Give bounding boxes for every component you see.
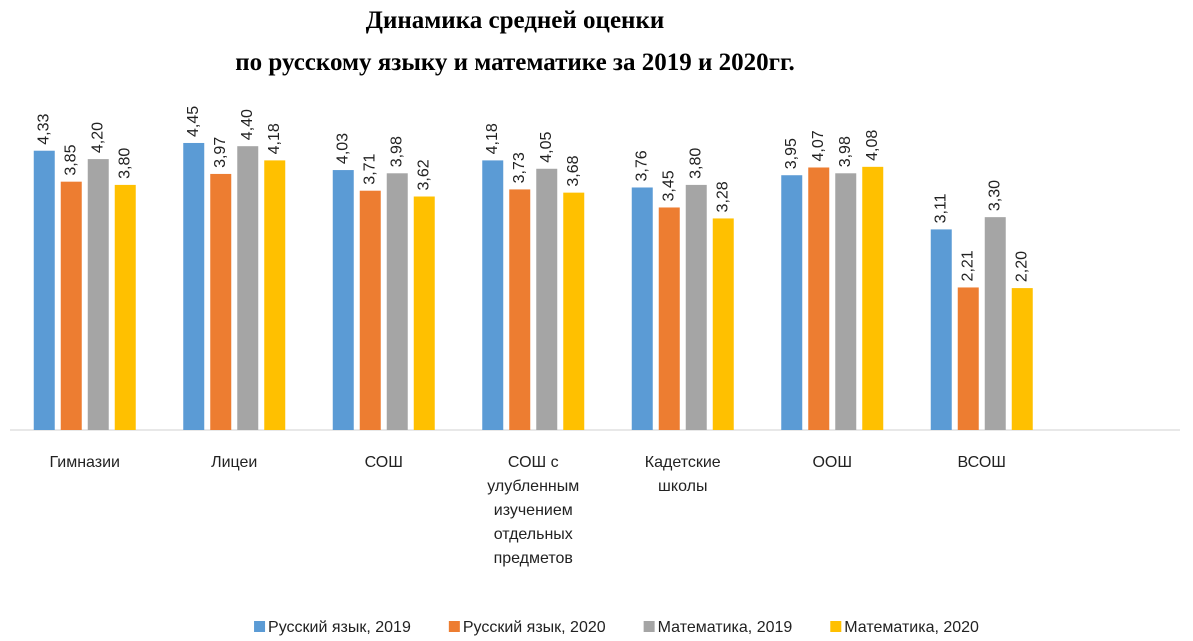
data-label: 3,76	[633, 150, 650, 181]
data-label: 3,11	[932, 193, 949, 223]
bar	[386, 173, 408, 431]
bar	[482, 160, 504, 430]
data-label: 2,20	[1013, 251, 1030, 282]
data-label: 3,80	[116, 148, 133, 179]
data-label: 4,20	[89, 122, 106, 153]
x-tick-label: СОШ с улубленным изучением отдельных предмет…	[487, 454, 579, 567]
data-label: 3,71	[361, 153, 378, 184]
bar	[658, 207, 680, 430]
legend-swatch	[448, 621, 460, 632]
bar	[359, 190, 381, 430]
bar	[862, 166, 884, 430]
data-label: 4,18	[266, 123, 283, 154]
bar	[712, 218, 734, 430]
data-label: 4,03	[334, 133, 351, 164]
data-label: 4,40	[239, 109, 256, 140]
bar	[808, 167, 830, 431]
x-tick-label: ВСОШ	[958, 454, 1006, 471]
bar	[631, 187, 653, 430]
bar	[413, 196, 435, 430]
data-label: 3,97	[212, 137, 229, 168]
x-tick-label: Гимназии	[50, 454, 120, 471]
data-label: 3,28	[714, 181, 731, 212]
bar	[957, 287, 979, 430]
chart-title: по русскому языку и математике за 2019 и…	[235, 49, 795, 76]
bar	[984, 217, 1006, 430]
data-label: 2,21	[959, 250, 976, 281]
bar	[114, 184, 136, 430]
bar	[332, 170, 354, 430]
bar	[60, 181, 82, 430]
bar	[264, 160, 286, 430]
bar	[563, 192, 585, 430]
x-tick-label: СОШ	[365, 454, 403, 471]
data-label: 3,68	[565, 155, 582, 186]
bar	[87, 159, 109, 430]
legend-label: Русский язык, 2020	[463, 619, 606, 636]
bar	[930, 229, 952, 430]
data-label: 4,18	[484, 123, 501, 154]
legend-label: Математика, 2020	[844, 619, 979, 636]
bar	[33, 150, 55, 430]
data-label: 3,98	[837, 136, 854, 167]
bar	[536, 168, 558, 430]
legend-swatch	[830, 621, 842, 632]
bar	[1011, 288, 1033, 430]
data-label: 4,45	[185, 106, 202, 137]
data-label: 4,07	[810, 130, 827, 161]
bar	[685, 184, 707, 430]
chart-title: Динамика средней оценки	[366, 7, 665, 34]
data-label: 4,33	[35, 113, 52, 144]
legend-label: Математика, 2019	[658, 619, 793, 636]
data-label: 3,30	[986, 180, 1003, 211]
legend-swatch	[643, 621, 655, 632]
x-tick-label: Лицеи	[211, 454, 257, 471]
bar	[835, 173, 857, 431]
bar	[183, 142, 205, 430]
data-label: 3,98	[388, 136, 405, 167]
legend-label: Русский язык, 2019	[268, 619, 411, 636]
data-label: 4,08	[864, 130, 881, 161]
data-label: 3,80	[687, 148, 704, 179]
x-tick-label: Кадетские школы	[645, 454, 721, 495]
bar	[509, 189, 531, 430]
legend: Русский язык, 2019 Русский язык, 2020 Мате…	[254, 619, 979, 636]
bar	[237, 146, 259, 430]
bar	[210, 173, 232, 430]
data-label: 4,05	[538, 132, 555, 163]
x-tick-label: ООШ	[812, 454, 852, 471]
legend-swatch	[254, 621, 266, 632]
data-label: 3,95	[783, 138, 800, 169]
data-label: 3,45	[660, 170, 677, 201]
bar	[781, 175, 803, 430]
data-label: 3,85	[62, 144, 79, 175]
data-label: 3,62	[415, 159, 432, 190]
data-label: 3,73	[511, 152, 528, 183]
